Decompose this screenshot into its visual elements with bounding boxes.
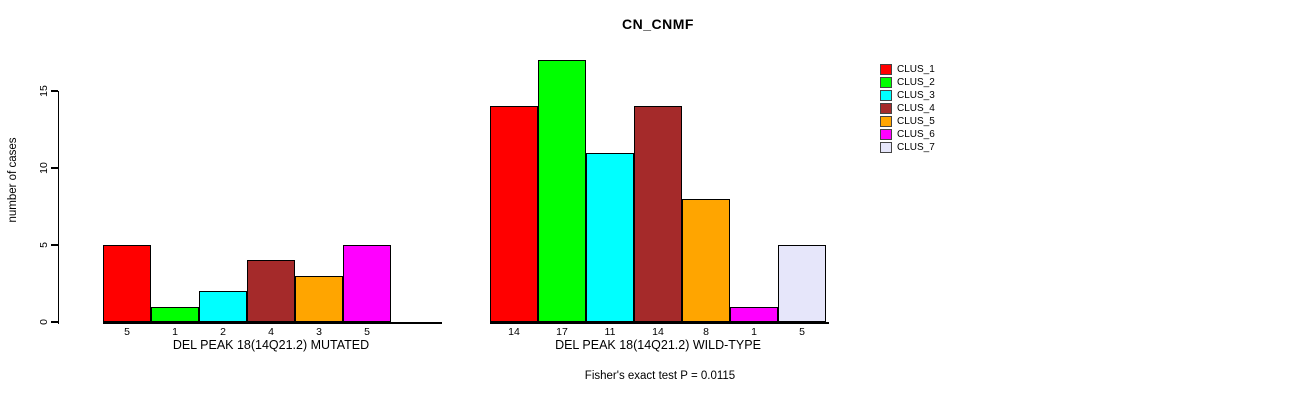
- bar-clus_5: [295, 275, 343, 322]
- legend-row: CLUS_4: [880, 102, 935, 115]
- legend-swatch-icon: [880, 103, 892, 114]
- legend-row: CLUS_7: [880, 141, 935, 154]
- legend-label: CLUS_2: [897, 77, 935, 88]
- bar-clus_2: [151, 306, 199, 322]
- bar-value-label: 8: [703, 326, 709, 338]
- bar-value-label: 14: [508, 326, 520, 338]
- legend-swatch-icon: [880, 64, 892, 75]
- legend-label: CLUS_4: [897, 103, 935, 114]
- bar-value-label: 14: [652, 326, 664, 338]
- legend-row: CLUS_2: [880, 76, 935, 89]
- y-axis-line: [57, 91, 59, 324]
- y-axis-tick-label: 5: [38, 242, 50, 248]
- legend: CLUS_1 CLUS_2 CLUS_3 CLUS_4 CLUS_5 CLUS_6 CLUS…: [880, 63, 935, 154]
- bar-clus_1: [490, 106, 538, 322]
- legend-label: CLUS_1: [897, 64, 935, 75]
- annotation-text: Fisher's exact test P = 0.0115: [584, 370, 736, 382]
- y-axis-tick-label: 0: [38, 319, 50, 325]
- bar-value-label: 17: [556, 326, 568, 338]
- legend-label: CLUS_3: [897, 90, 935, 101]
- y-axis-tick: [50, 321, 58, 323]
- legend-row: CLUS_5: [880, 115, 935, 128]
- bar-value-label: 5: [124, 326, 130, 338]
- legend-swatch-icon: [880, 129, 892, 140]
- legend-label: CLUS_5: [897, 116, 935, 127]
- bar-value-label: 2: [220, 326, 226, 338]
- x-axis-line: [490, 322, 829, 324]
- bar-clus_5: [682, 198, 730, 322]
- bar-clus_4: [634, 106, 682, 322]
- bar-clus_7: [778, 245, 826, 322]
- bar-value-label: 5: [799, 326, 805, 338]
- legend-row: CLUS_6: [880, 128, 935, 141]
- bar-clus_3: [199, 291, 247, 322]
- legend-swatch-icon: [880, 116, 892, 127]
- y-axis-tick-label: 10: [38, 162, 50, 174]
- chart-title: CN_CNMF: [622, 16, 694, 32]
- bar-clus_4: [247, 260, 295, 322]
- bar-clus_3: [586, 152, 634, 322]
- x-axis-line: [103, 322, 442, 324]
- legend-label: CLUS_7: [897, 142, 935, 153]
- bar-value-label: 1: [172, 326, 178, 338]
- bar-value-label: 5: [364, 326, 370, 338]
- legend-swatch-icon: [880, 90, 892, 101]
- legend-label: CLUS_6: [897, 129, 935, 140]
- legend-swatch-icon: [880, 142, 892, 153]
- bar-value-label: 1: [751, 326, 757, 338]
- bar-clus_2: [538, 60, 586, 322]
- y-axis-tick: [50, 167, 58, 169]
- bar-clus_6: [343, 245, 391, 322]
- bar-clus_1: [103, 245, 151, 322]
- bar-clus_6: [730, 306, 778, 322]
- bar-value-label: 4: [268, 326, 274, 338]
- y-axis-tick: [50, 244, 58, 246]
- y-axis-tick-label: 15: [38, 85, 50, 97]
- bar-value-label: 11: [604, 326, 616, 338]
- legend-swatch-icon: [880, 77, 892, 88]
- y-axis-label: number of cases: [7, 137, 19, 223]
- x-axis-group-label: DEL PEAK 18(14Q21.2) MUTATED: [172, 338, 370, 352]
- x-axis-group-label: DEL PEAK 18(14Q21.2) WILD-TYPE: [555, 338, 761, 352]
- legend-row: CLUS_3: [880, 89, 935, 102]
- legend-row: CLUS_1: [880, 63, 935, 76]
- y-axis-tick: [50, 90, 58, 92]
- bar-value-label: 3: [316, 326, 322, 338]
